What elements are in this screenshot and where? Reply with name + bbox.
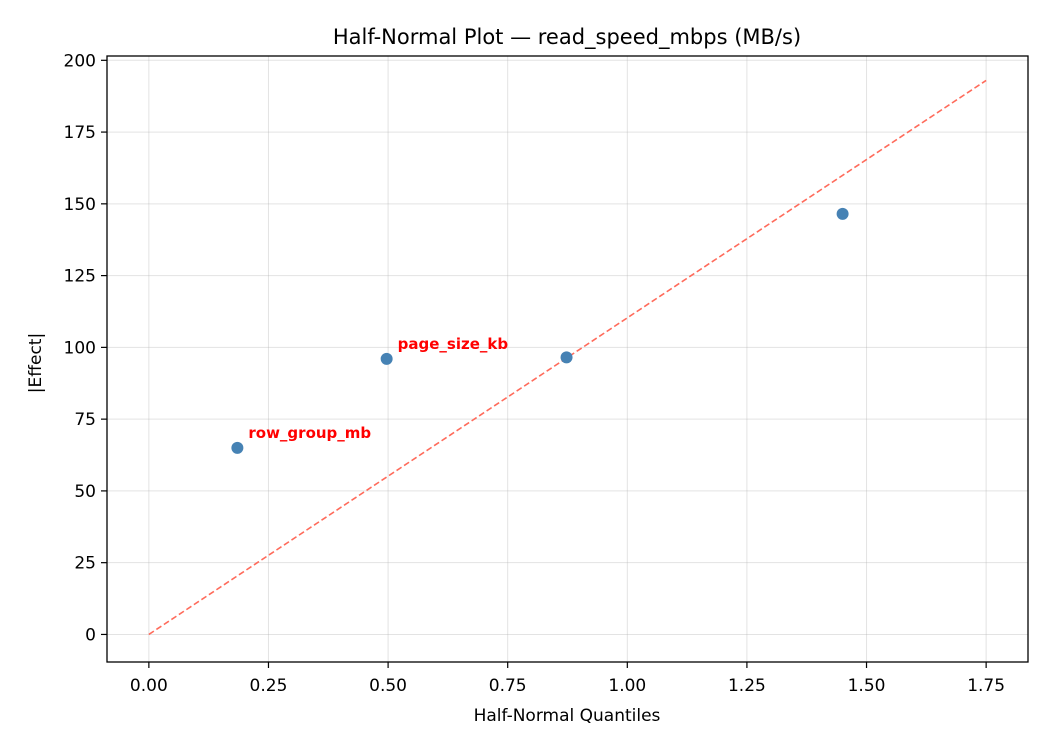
point-annotation: page_size_kb — [398, 335, 509, 353]
annotations-layer: row_group_mb page_size_kb — [248, 335, 508, 442]
x-tick-label: 1.00 — [608, 676, 646, 696]
reference-line-layer — [148, 79, 987, 636]
chart-title: Half-Normal Plot — read_speed_mbps (MB/s… — [333, 25, 801, 50]
y-axis-ticks: 0 25 50 75 100 125 150 175 200 — [64, 51, 107, 645]
x-axis-title: Half-Normal Quantiles — [474, 706, 661, 726]
point-annotation: row_group_mb — [248, 424, 371, 442]
y-tick-label: 50 — [74, 482, 96, 502]
x-axis-ticks: 0.00 0.25 0.50 0.75 1.00 1.25 1.50 1.75 — [130, 662, 1005, 696]
y-tick-label: 125 — [64, 267, 96, 287]
reference-line — [148, 79, 987, 636]
y-tick-label: 100 — [64, 338, 96, 358]
x-tick-label: 0.75 — [489, 676, 527, 696]
y-tick-label: 175 — [64, 123, 96, 143]
plot-frame — [106, 55, 1029, 663]
x-tick-label: 1.75 — [967, 676, 1005, 696]
x-tick-label: 0.25 — [250, 676, 288, 696]
y-axis-title: |Effect| — [26, 333, 46, 393]
x-tick-label: 1.25 — [728, 676, 766, 696]
y-tick-label: 0 — [85, 625, 96, 645]
y-tick-label: 150 — [64, 195, 96, 215]
x-tick-label: 1.50 — [848, 676, 886, 696]
x-tick-label: 0.50 — [369, 676, 407, 696]
y-tick-label: 200 — [64, 51, 96, 71]
y-tick-label: 75 — [74, 410, 96, 430]
data-point — [380, 352, 393, 365]
data-point — [836, 207, 849, 220]
data-point — [560, 351, 573, 364]
x-tick-label: 0.00 — [130, 676, 168, 696]
grid — [107, 56, 1028, 662]
y-tick-label: 25 — [74, 554, 96, 574]
data-point — [231, 441, 244, 454]
points-layer — [231, 207, 849, 454]
